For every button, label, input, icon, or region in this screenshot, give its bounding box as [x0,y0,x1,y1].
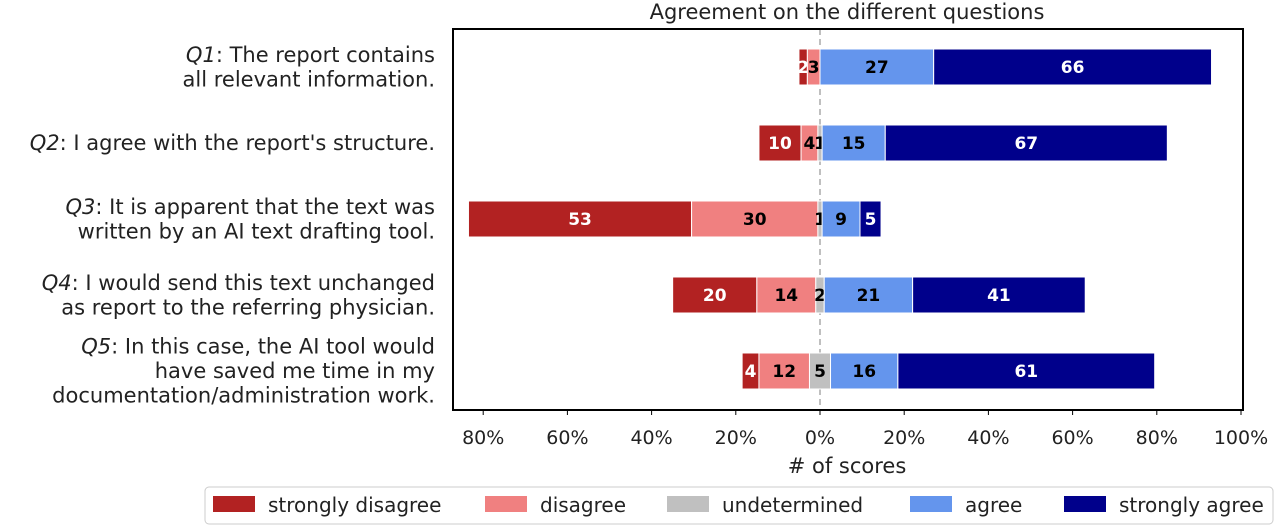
x-tick-label: 0% [805,427,835,449]
category-prefix: Q2 [30,131,60,155]
x-tick-label: 60% [546,427,588,449]
category-label: Q3: It is apparent that the text was [66,195,435,219]
legend-swatch [910,496,952,512]
bar-value-label: 53 [568,210,592,230]
bar-value-label: 27 [865,58,889,78]
bar-value-label: 66 [1061,58,1085,78]
bar-value-label: 5 [814,362,826,382]
bar-segment [933,48,1213,86]
x-axis-label: # of scores [788,454,907,478]
category-label: all relevant information. [183,67,435,91]
category-prefix: Q5 [81,335,111,359]
x-tick-label: 20% [715,427,757,449]
bar-segment [691,200,819,238]
bar-value-label: 10 [768,134,792,154]
x-tick-label: 40% [630,427,672,449]
x-tick-label: 20% [883,427,925,449]
legend-label: strongly agree [1119,493,1264,517]
bar-value-label: 4 [745,362,757,382]
legend-label: undetermined [722,493,863,517]
category-label: as report to the referring physician. [61,295,435,319]
bar-segment [830,352,899,390]
x-tick-label: 40% [967,427,1009,449]
category-text: : I agree with the report's structure. [60,131,435,155]
category-prefix: Q3 [66,195,96,219]
bar-segment [756,276,817,314]
category-text: as report to the referring physician. [61,295,435,319]
bar-value-label: 16 [852,362,876,382]
bar-value-label: 2 [814,286,826,306]
category-text: : It is apparent that the text was [95,195,435,219]
bar-value-label: 67 [1014,134,1038,154]
bar-value-label: 20 [703,286,727,306]
plot-frame [452,28,1244,411]
legend: strongly disagree disagree undetermined agr… [204,486,1274,525]
category-text: written by an AI text drafting tool. [78,219,435,243]
category-text: have saved me time in my [155,359,435,383]
category-text: : I would send this text unchanged [72,271,435,295]
bar-value-label: 2 [797,58,809,78]
category-label: Q4: I would send this text unchanged [42,271,435,295]
bar-segment [821,200,861,238]
category-text: all relevant information. [183,67,435,91]
bar-segment [859,200,882,238]
bar-segment [897,352,1156,390]
legend-swatch [1064,496,1106,512]
bar-value-label: 15 [842,134,866,154]
bar-value-label: 1 [814,210,826,230]
legend-swatch [485,496,527,512]
legend-swatch [213,496,255,512]
x-tick-label: 100% [1214,427,1268,449]
legend-label: agree [965,493,1022,517]
x-tick-label: 60% [1051,427,1093,449]
bar-segment [819,48,935,86]
category-prefix: Q4 [42,271,72,295]
bar-value-label: 3 [808,58,820,78]
bar-value-label: 9 [835,210,847,230]
category-label: Q5: In this case, the AI tool would [81,335,435,359]
chart-title: Agreement on the different questions [650,0,1045,24]
bar-value-label: 1 [814,134,826,154]
bar-segment [823,276,914,314]
category-label: Q2: I agree with the report's structure. [30,131,435,155]
bar-segment [884,124,1168,162]
bar-value-label: 61 [1014,362,1038,382]
category-prefix: Q1 [186,43,216,67]
bar-value-label: 12 [772,362,796,382]
legend-swatch [667,496,709,512]
bar-segment [912,276,1086,314]
category-text: documentation/administration work. [52,384,435,408]
legend-label: disagree [540,493,626,517]
bar-value-label: 5 [865,210,877,230]
x-tick-label: 80% [462,427,504,449]
bar-value-label: 41 [987,286,1011,306]
bar-value-label: 4 [804,134,816,154]
bar-segment [758,352,810,390]
bar-segment [672,276,758,314]
category-text: : The report contains [216,43,435,67]
bar-value-label: 30 [743,210,767,230]
bar-segment [758,124,802,162]
category-label: Q1: The report contains [186,43,435,67]
legend-label: strongly disagree [268,493,441,517]
bar-value-label: 21 [857,286,881,306]
x-tick-label: 80% [1136,427,1178,449]
category-label: written by an AI text drafting tool. [78,219,435,243]
category-text: : In this case, the AI tool would [111,335,435,359]
category-label: documentation/administration work. [52,384,435,408]
category-label: have saved me time in my [155,359,435,383]
legend-box [204,486,1274,525]
bar-segment [467,200,693,238]
bar-value-label: 14 [774,286,798,306]
